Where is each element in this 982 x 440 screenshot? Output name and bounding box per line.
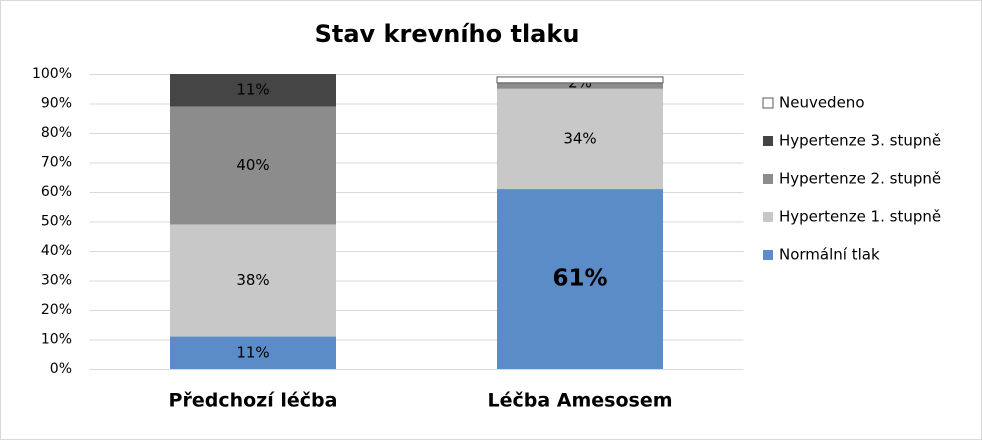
bar-segment: [496, 76, 664, 84]
y-tick-label: 0%: [50, 361, 72, 377]
data-label: 11%: [236, 81, 269, 99]
y-tick-label: 20%: [41, 302, 72, 318]
legend-swatch: [763, 250, 773, 260]
x-tick-label: Léčba Amesosem: [487, 390, 672, 412]
y-tick-label: 50%: [41, 214, 72, 230]
legend-swatch: [762, 97, 774, 109]
legend-swatch: [763, 174, 773, 184]
bar-segment: [170, 224, 336, 337]
data-label: 61%: [552, 266, 607, 292]
legend-swatch: [763, 136, 773, 146]
data-label: 38%: [236, 271, 269, 289]
bar-segment: [497, 82, 663, 89]
legend-label: Neuvedeno: [779, 94, 865, 112]
bar-segment: [170, 106, 336, 225]
x-tick-label: Předchozí léčba: [169, 390, 338, 412]
data-label: 34%: [563, 129, 596, 147]
bar-segment: [170, 336, 336, 369]
y-tick-label: 10%: [41, 332, 72, 348]
legend-label: Hypertenze 3. stupně: [779, 132, 941, 150]
y-tick-label: 90%: [41, 96, 72, 112]
y-tick-label: 30%: [41, 273, 72, 289]
legend-label: Hypertenze 1. stupně: [779, 208, 941, 226]
y-tick-label: 70%: [41, 155, 72, 171]
bar-segment: [170, 74, 336, 107]
data-label: 40%: [236, 156, 269, 174]
legend-swatch: [763, 212, 773, 222]
data-label: 11%: [236, 343, 269, 361]
legend-label: Normální tlak: [779, 246, 880, 264]
y-tick-label: 40%: [41, 243, 72, 259]
bar-segment: [497, 88, 663, 190]
y-tick-label: 60%: [41, 184, 72, 200]
bar-segment: [497, 189, 663, 369]
y-tick-label: 80%: [41, 125, 72, 141]
chart-title: Stav krevního tlaku: [315, 20, 580, 48]
legend-label: Hypertenze 2. stupně: [779, 170, 941, 188]
y-tick-label: 100%: [32, 66, 72, 82]
